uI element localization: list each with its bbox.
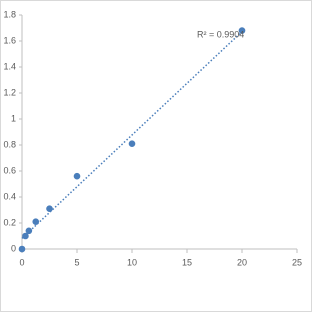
x-tick-label: 5: [74, 257, 79, 267]
x-tick-label: 10: [127, 257, 137, 267]
data-point: [238, 27, 246, 34]
data-point: [73, 172, 81, 180]
data-point: [25, 227, 33, 235]
y-tick-label: 1: [11, 113, 16, 123]
x-tick-label: 25: [292, 257, 302, 267]
y-tick-label: 0: [11, 243, 16, 253]
y-tick-label: 1.4: [3, 61, 16, 71]
data-point: [18, 245, 26, 253]
data-point: [46, 205, 53, 212]
annotation: R² = 0.9904: [197, 29, 244, 39]
y-tick-label: 1.6: [3, 35, 16, 45]
data-point: [22, 232, 29, 240]
y-tick-label: 0.2: [3, 217, 16, 227]
y-tick-label: 0.4: [3, 191, 16, 201]
y-tick-label: 1.2: [3, 87, 16, 97]
chart-border: [0, 0, 312, 312]
data-point: [128, 140, 136, 147]
data-point: [32, 218, 40, 225]
chart: 0 0.2 0.4 0.6 0.8 1 1.2 1.4 1.6 1.8 0 5 10 15 20 25 R² =…: [0, 0, 312, 312]
y-tick-label: 0.8: [3, 139, 16, 149]
trendline: [21, 31, 243, 239]
x-tick-label: 20: [237, 257, 247, 267]
y-tick-label: 0.6: [3, 165, 16, 175]
x-tick-label: 15: [182, 257, 192, 267]
y-tick-label: 1.8: [3, 9, 16, 19]
x-tick-label: 0: [19, 257, 24, 267]
